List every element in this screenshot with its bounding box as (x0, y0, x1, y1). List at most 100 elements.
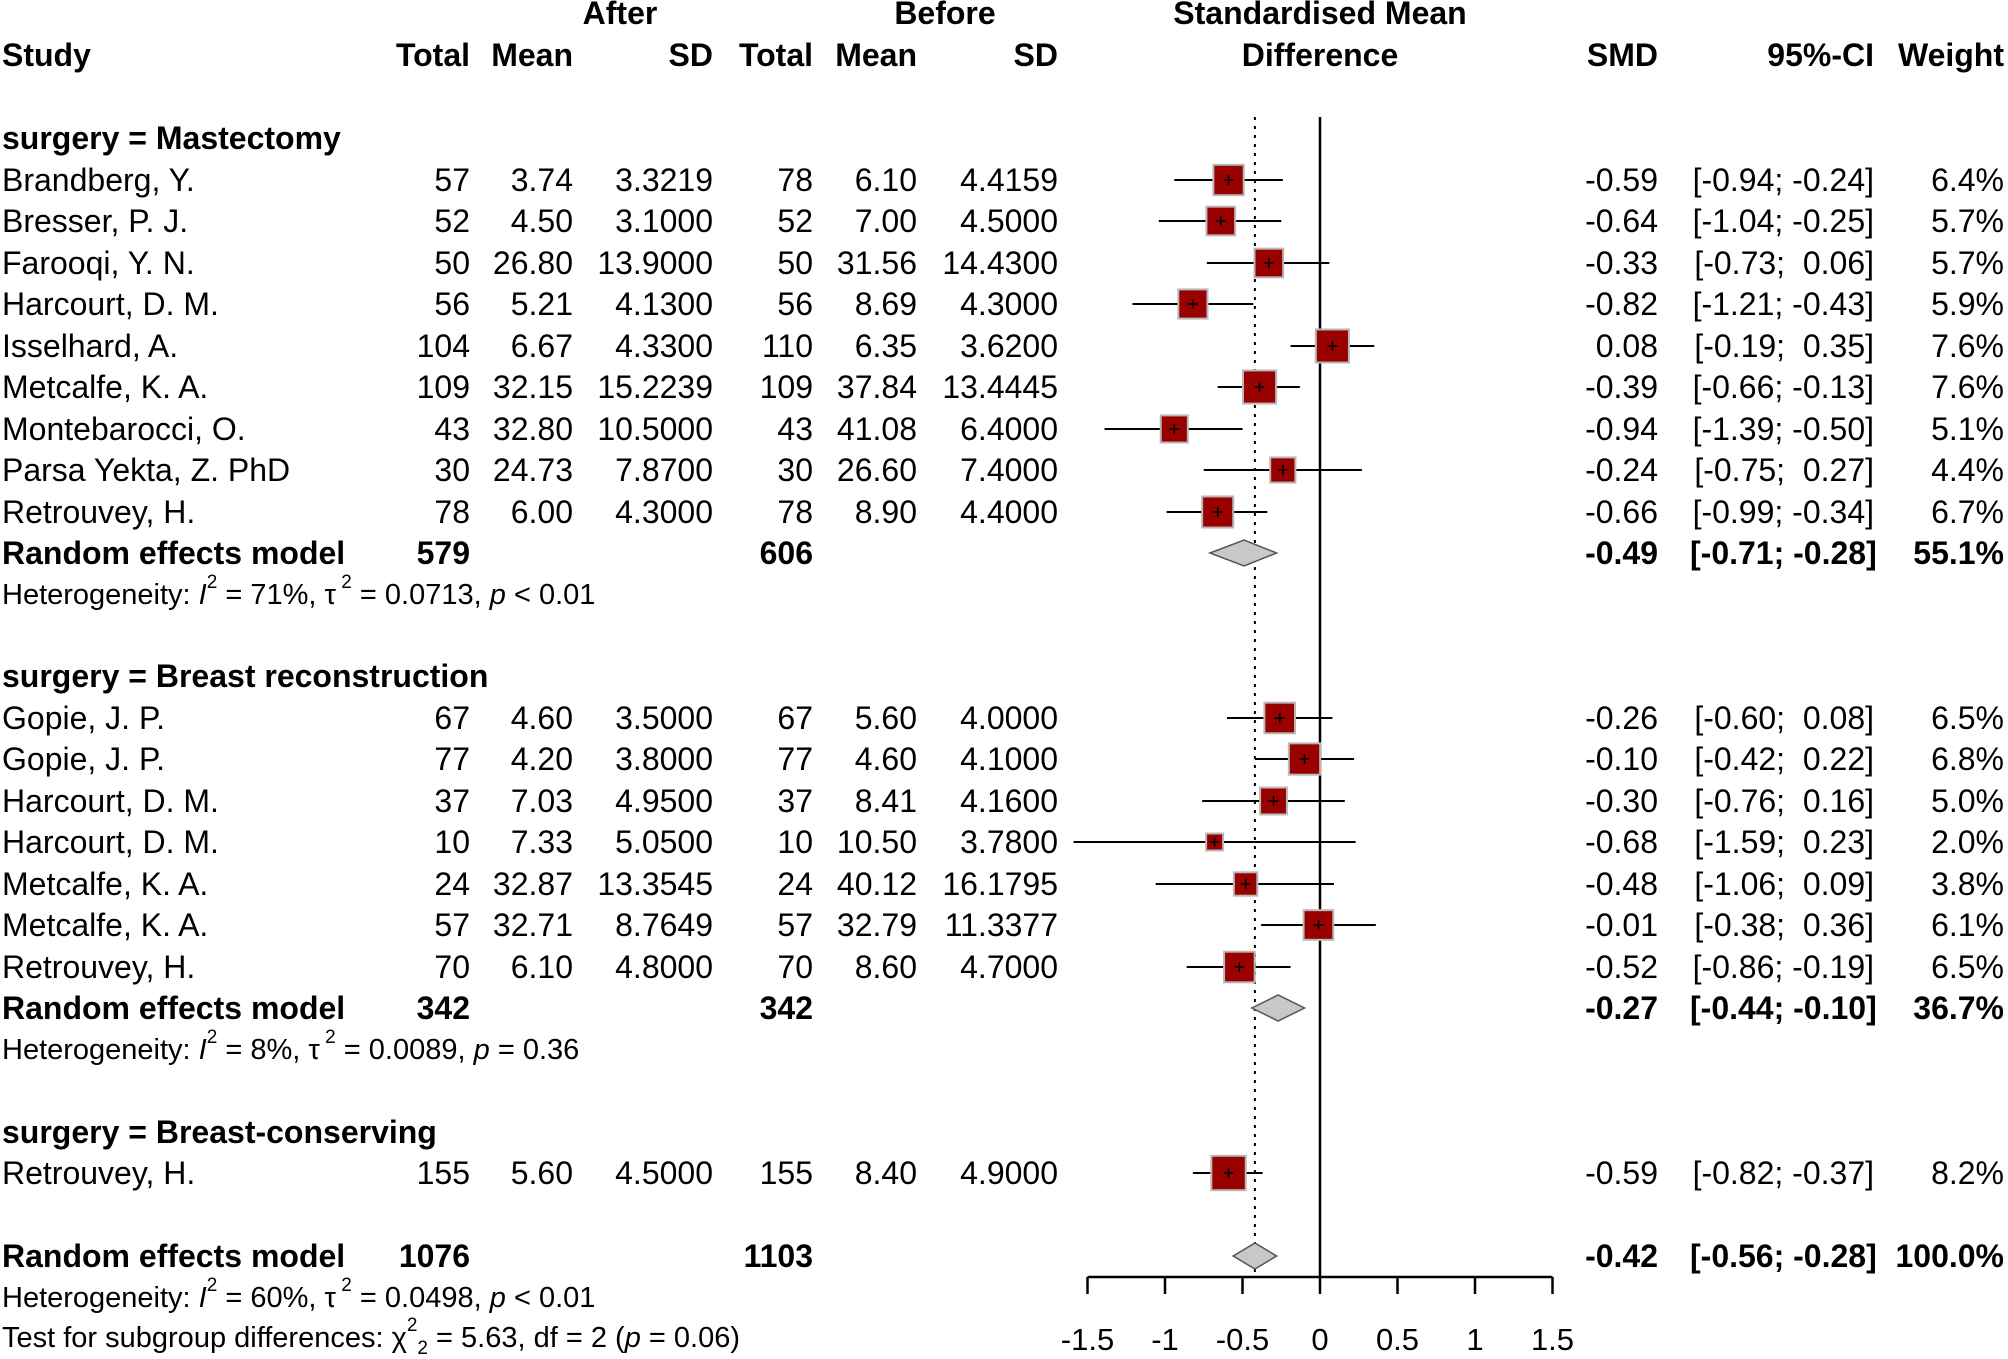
sd-after: 3.3219 (615, 162, 713, 198)
summary-ci: [-0.71; -0.28] (1690, 535, 1877, 571)
column-header-mean-after: Mean (491, 37, 573, 73)
sd-after: 7.8700 (615, 452, 713, 488)
sd-after: 8.7649 (615, 907, 713, 943)
ci-value: [-0.94; -0.24] (1692, 162, 1874, 198)
smd-value: -0.59 (1585, 1155, 1658, 1191)
total-before: 78 (777, 162, 813, 198)
sd-after: 13.9000 (597, 245, 713, 281)
subgroup-title-mastectomy: surgery = Mastectomy (2, 120, 341, 156)
mean-before: 5.60 (854, 700, 917, 736)
study-weight-square (1269, 456, 1297, 484)
total-before: 70 (777, 949, 813, 985)
weight-value: 2.0% (1931, 824, 2004, 860)
weight-value: 5.1% (1931, 411, 2004, 447)
smd-value: -0.30 (1585, 783, 1658, 819)
total-after: 10 (434, 824, 470, 860)
header-group-before: Before (894, 0, 996, 31)
total-after: 24 (434, 866, 470, 902)
smd-value: -0.59 (1585, 162, 1658, 198)
ci-value: [-0.99; -0.34] (1692, 494, 1874, 530)
ci-value: [-0.42; 0.22] (1694, 741, 1874, 777)
total-before: 110 (761, 328, 813, 364)
mean-before: 8.90 (854, 494, 917, 530)
sd-before: 4.4159 (960, 162, 1058, 198)
study-name: Retrouvey, H. (2, 494, 196, 530)
sd-before: 3.6200 (960, 328, 1058, 364)
mean-before: 6.35 (854, 328, 917, 364)
mean-before: 8.69 (854, 286, 917, 322)
smd-value: -0.48 (1585, 866, 1658, 902)
mean-before: 31.56 (836, 245, 917, 281)
sd-before: 16.1795 (942, 866, 1058, 902)
weight-value: 5.0% (1931, 783, 2004, 819)
sd-before: 4.4000 (960, 494, 1058, 530)
ci-value: [-0.60; 0.08] (1694, 700, 1874, 736)
mean-after: 6.67 (510, 328, 573, 364)
weight-value: 3.8% (1931, 866, 2004, 902)
total-before: 56 (777, 286, 813, 322)
mean-before: 10.50 (836, 824, 917, 860)
summary-smd: -0.49 (1585, 535, 1658, 571)
mean-after: 5.60 (510, 1155, 573, 1191)
x-axis-tick-label: 0 (1311, 1322, 1328, 1357)
smd-value: -0.01 (1585, 907, 1658, 943)
total-after: 155 (416, 1155, 470, 1191)
smd-value: -0.64 (1585, 203, 1658, 239)
study-name: Metcalfe, K. A. (2, 866, 209, 902)
column-header-total-after: Total (395, 37, 470, 73)
study-name: Gopie, J. P. (2, 741, 166, 777)
study-name: Harcourt, D. M. (2, 824, 219, 860)
smd-value: 0.08 (1595, 328, 1658, 364)
mean-before: 40.12 (836, 866, 917, 902)
total-after: 52 (434, 203, 470, 239)
x-axis-tick-label: 0.5 (1376, 1322, 1419, 1357)
total-after: 109 (416, 369, 470, 405)
sd-after: 4.3300 (615, 328, 713, 364)
sd-after: 4.3000 (615, 494, 713, 530)
total-before: 67 (777, 700, 813, 736)
total-before: 52 (777, 203, 813, 239)
mean-after: 4.20 (510, 741, 573, 777)
study-name: Harcourt, D. M. (2, 286, 219, 322)
summary-diamond (1207, 539, 1279, 567)
ci-value: [-0.38; 0.36] (1694, 907, 1874, 943)
smd-value: -0.26 (1585, 700, 1658, 736)
total-before: 30 (777, 452, 813, 488)
overall-ci: [-0.56; -0.28] (1690, 1238, 1877, 1274)
summary-total-after: 342 (416, 990, 470, 1026)
total-before: 43 (777, 411, 813, 447)
heterogeneity-text: Heterogeneity: I2 = 71%, τ 2 = 0.0713, p… (2, 572, 596, 612)
ci-value: [-1.39; -0.50] (1692, 411, 1874, 447)
mean-before: 6.10 (854, 162, 917, 198)
total-before: 24 (777, 866, 813, 902)
weight-value: 6.7% (1931, 494, 2004, 530)
sd-before: 4.1600 (960, 783, 1058, 819)
column-header-smd: SMD (1586, 37, 1658, 73)
smd-value: -0.94 (1585, 411, 1658, 447)
study-name: Harcourt, D. M. (2, 783, 219, 819)
sd-before: 6.4000 (960, 411, 1058, 447)
mean-after: 24.73 (492, 452, 573, 488)
sd-after: 5.0500 (615, 824, 713, 860)
subgroup-title-breast-conserving: surgery = Breast-conserving (2, 1114, 437, 1150)
summary-total-after: 579 (416, 535, 470, 571)
summary-diamond (1231, 1242, 1279, 1270)
weight-value: 5.9% (1931, 286, 2004, 322)
column-header-sd-before: SD (1013, 37, 1058, 73)
summary-total-before: 606 (759, 535, 813, 571)
sd-before: 4.3000 (960, 286, 1058, 322)
summary-diamond (1250, 994, 1307, 1022)
total-after: 78 (434, 494, 470, 530)
overall-total-before: 1103 (743, 1238, 813, 1274)
ci-value: [-1.59; 0.23] (1694, 824, 1874, 860)
weight-value: 7.6% (1931, 328, 2004, 364)
total-after: 50 (434, 245, 470, 281)
ci-value: [-0.82; -0.37] (1692, 1155, 1874, 1191)
sd-after: 3.5000 (615, 700, 713, 736)
mean-before: 7.00 (854, 203, 917, 239)
ci-value: [-1.04; -0.25] (1692, 203, 1874, 239)
sd-after: 13.3545 (597, 866, 713, 902)
study-name: Bresser, P. J. (2, 203, 189, 239)
x-axis-tick-label: -0.5 (1216, 1322, 1269, 1357)
